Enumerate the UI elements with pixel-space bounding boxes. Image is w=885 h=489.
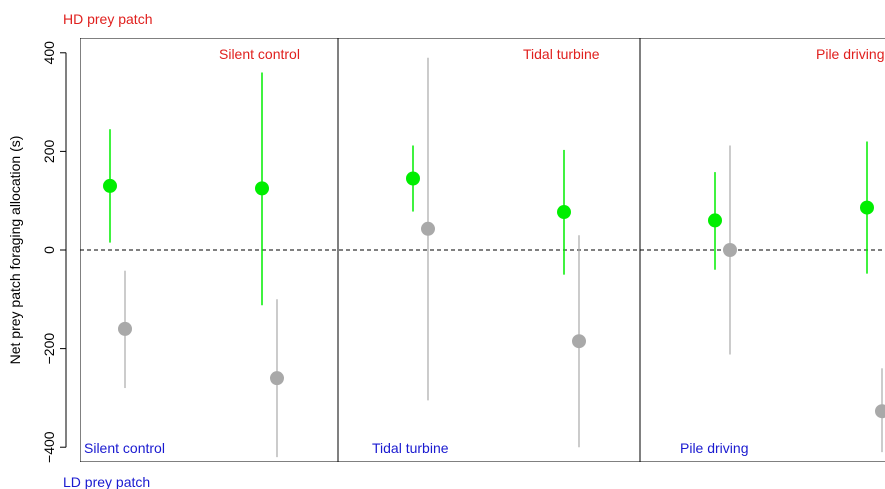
point-grey bbox=[421, 221, 435, 236]
bottom-note: LD prey patch bbox=[63, 474, 150, 489]
y-axis: −400 −200 0 200 400 bbox=[41, 41, 67, 463]
point-grey bbox=[270, 371, 284, 386]
y-tick-label: 200 bbox=[41, 140, 57, 164]
plot-area: Silent control Silent control Tidal turbin… bbox=[80, 38, 885, 462]
point-green bbox=[255, 181, 269, 196]
top-note: HD prey patch bbox=[63, 11, 152, 27]
y-tick-label: −400 bbox=[41, 431, 57, 463]
panel-bottom-label: Pile driving bbox=[680, 440, 748, 456]
y-tick-label: −200 bbox=[41, 333, 57, 365]
panel-bottom-label: Silent control bbox=[84, 440, 165, 456]
point-grey bbox=[875, 404, 885, 419]
point-grey bbox=[118, 321, 132, 336]
y-tick-label: 400 bbox=[41, 41, 57, 65]
panel-2: Tidal turbine Tidal turbine bbox=[337, 38, 640, 462]
panel-top-label: Pile driving bbox=[816, 46, 884, 62]
panels: Silent control Silent control Tidal turbin… bbox=[80, 38, 885, 462]
point-grey bbox=[572, 334, 586, 349]
point-green bbox=[103, 178, 117, 193]
point-green bbox=[406, 171, 420, 186]
y-tick-label: 0 bbox=[41, 246, 57, 254]
panel-top-label: Silent control bbox=[219, 46, 300, 62]
y-axis-label: Net prey patch foraging allocation (s) bbox=[7, 136, 23, 365]
panel-3: Pile driving Pile driving bbox=[639, 38, 885, 462]
point-green bbox=[708, 213, 722, 228]
panel-top-label: Tidal turbine bbox=[523, 46, 600, 62]
point-green bbox=[557, 205, 571, 220]
panel-bottom-label: Tidal turbine bbox=[372, 440, 449, 456]
point-grey bbox=[723, 243, 737, 257]
panel-1: Silent control Silent control bbox=[80, 38, 338, 462]
point-green bbox=[860, 200, 874, 215]
